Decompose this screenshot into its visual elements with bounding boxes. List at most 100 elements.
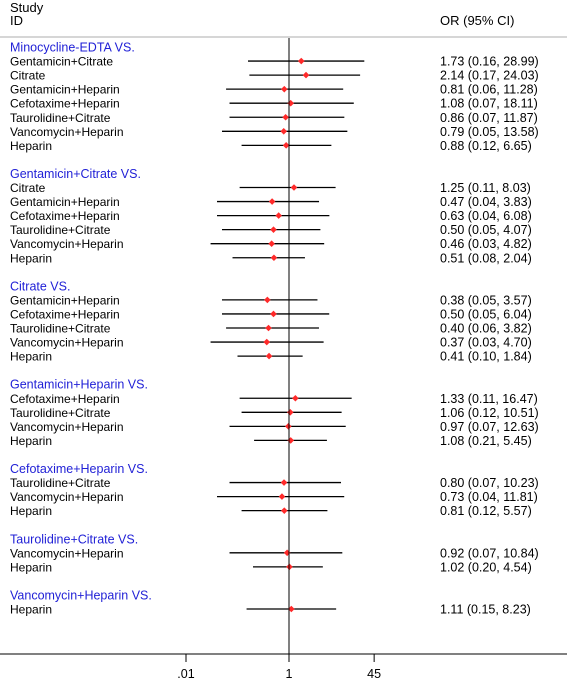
or-ci-value: 0.50 (0.05, 4.07) — [440, 223, 532, 237]
or-ci-value: 1.02 (0.20, 4.54) — [440, 560, 532, 574]
point-estimate-marker — [287, 437, 295, 444]
study-row: Heparin 0.51 (0.08, 2.04) — [10, 251, 532, 265]
study-row: Gentamicin+Heparin 0.38 (0.05, 3.57) — [10, 293, 532, 307]
point-estimate-marker — [265, 324, 272, 332]
or-ci-value: 0.79 (0.05, 13.58) — [440, 125, 539, 139]
study-label: Vancomycin+Heparin — [10, 125, 124, 139]
study-row: Taurolidine+Citrate 1.06 (0.12, 10.51) — [10, 406, 539, 420]
or-ci-value: 0.41 (0.10, 1.84) — [440, 350, 532, 364]
group-label: Citrate VS. — [10, 279, 70, 293]
or-ci-value: 0.97 (0.07, 12.63) — [440, 420, 539, 434]
group-label: Taurolidine+Citrate VS. — [10, 532, 138, 546]
or-ci-value: 0.86 (0.07, 11.87) — [440, 111, 538, 125]
study-row: Taurolidine+Citrate 0.50 (0.05, 4.07) — [10, 223, 532, 237]
or-ci-value: 0.73 (0.04, 11.81) — [440, 490, 538, 504]
point-estimate-marker — [268, 240, 275, 247]
study-label: Gentamicin+Heparin — [10, 195, 120, 209]
study-label: Heparin — [10, 504, 52, 518]
or-ci-value: 1.08 (0.07, 18.11) — [440, 97, 538, 111]
point-estimate-marker — [278, 493, 286, 500]
point-estimate-marker — [263, 338, 271, 346]
or-ci-value: 0.51 (0.08, 2.04) — [440, 251, 532, 265]
study-label: Taurolidine+Citrate — [10, 406, 111, 420]
group-label: Minocycline-EDTA VS. — [10, 41, 135, 55]
x-axis: .01 1 45 — [0, 38, 567, 680]
point-estimate-marker — [282, 142, 290, 149]
point-estimate-marker — [280, 85, 288, 93]
study-label: Cefotaxime+Heparin — [10, 209, 120, 223]
study-label: Cefotaxime+Heparin — [10, 392, 120, 406]
point-estimate-marker — [270, 254, 278, 262]
study-label: Citrate — [10, 181, 46, 195]
or-ci-value: 0.38 (0.05, 3.57) — [440, 293, 532, 307]
comparison-group: Gentamicin+Heparin VS.Cefotaxime+Heparin… — [10, 378, 539, 448]
study-row: Vancomycin+Heparin 0.73 (0.04, 11.81) — [10, 490, 538, 504]
point-estimate-marker — [287, 99, 295, 107]
study-label: Citrate — [10, 69, 46, 83]
or-ci-value: 0.50 (0.05, 6.04) — [440, 307, 532, 321]
study-label: Heparin — [10, 251, 52, 265]
or-ci-value: 0.46 (0.03, 4.82) — [440, 237, 532, 251]
study-row: Heparin 0.41 (0.10, 1.84) — [10, 350, 532, 364]
study-row: Vancomycin+Heparin 0.37 (0.03, 4.70) — [10, 336, 532, 350]
point-estimate-marker — [292, 394, 299, 402]
or-ci-value: 1.08 (0.21, 5.45) — [440, 434, 532, 448]
study-row: Gentamicin+Heparin 0.47 (0.04, 3.83) — [10, 195, 532, 209]
x-tick-label: 1 — [286, 667, 293, 680]
point-estimate-marker — [268, 198, 276, 205]
study-label: Gentamicin+Citrate — [10, 55, 113, 69]
study-label: Vancomycin+Heparin — [10, 336, 124, 350]
comparison-group: Vancomycin+Heparin VS.Heparin 1.11 (0.15,… — [10, 588, 531, 616]
point-estimate-marker — [297, 57, 305, 65]
forest-rows: Minocycline-EDTA VS.Gentamicin+Citrate 1.… — [10, 41, 539, 617]
study-label: Heparin — [10, 603, 52, 617]
table-header: Study ID OR (95% CI) — [10, 0, 514, 28]
study-label: Vancomycin+Heparin — [10, 490, 124, 504]
point-estimate-marker — [280, 128, 288, 135]
point-estimate-marker — [264, 296, 271, 304]
or-ci-value: 2.14 (0.17, 24.03) — [440, 69, 539, 83]
point-estimate-marker — [282, 113, 289, 121]
study-label: Taurolidine+Citrate — [10, 223, 111, 237]
or-ci-value: 1.33 (0.11, 16.47) — [440, 392, 538, 406]
or-ci-value: 0.47 (0.04, 3.83) — [440, 195, 532, 209]
study-row: Cefotaxime+Heparin 1.33 (0.11, 16.47) — [10, 392, 538, 406]
study-label: Heparin — [10, 434, 52, 448]
point-estimate-marker — [280, 507, 288, 514]
study-row: Cefotaxime+Heparin 0.50 (0.05, 6.04) — [10, 307, 532, 321]
point-estimate-marker — [270, 226, 277, 233]
or-ci-value: 0.63 (0.04, 6.08) — [440, 209, 532, 223]
header-effect: OR (95% CI) — [440, 13, 514, 28]
point-estimate-marker — [285, 423, 292, 430]
or-ci-value: 1.25 (0.11, 8.03) — [440, 181, 531, 195]
study-row: Heparin 0.81 (0.12, 5.57) — [10, 504, 532, 518]
or-ci-value: 0.40 (0.06, 3.82) — [440, 322, 532, 336]
x-tick-label: 45 — [367, 667, 381, 680]
study-label: Vancomycin+Heparin — [10, 420, 124, 434]
study-row: Vancomycin+Heparin 0.92 (0.07, 10.84) — [10, 546, 539, 560]
study-row: Heparin 0.88 (0.12, 6.65) — [10, 139, 532, 153]
study-row: Citrate 1.25 (0.11, 8.03) — [10, 181, 531, 195]
study-label: Taurolidine+Citrate — [10, 322, 111, 336]
study-row: Gentamicin+Citrate 1.73 (0.16, 28.99) — [10, 55, 539, 69]
study-label: Heparin — [10, 139, 52, 153]
comparison-group: Cefotaxime+Heparin VS.Taurolidine+Citrat… — [10, 462, 539, 518]
point-estimate-marker — [265, 352, 273, 360]
study-row: Cefotaxime+Heparin 0.63 (0.04, 6.08) — [10, 209, 532, 223]
study-label: Cefotaxime+Heparin — [10, 307, 120, 321]
or-ci-value: 1.06 (0.12, 10.51) — [440, 406, 539, 420]
comparison-group: Gentamicin+Citrate VS.Citrate 1.25 (0.11,… — [10, 167, 532, 265]
study-row: Cefotaxime+Heparin 1.08 (0.07, 18.11) — [10, 97, 538, 111]
comparison-group: Minocycline-EDTA VS.Gentamicin+Citrate 1.… — [10, 41, 539, 153]
study-label: Taurolidine+Citrate — [10, 111, 111, 125]
or-ci-value: 0.37 (0.03, 4.70) — [440, 336, 532, 350]
point-estimate-marker — [287, 409, 294, 416]
point-estimate-marker — [280, 479, 288, 486]
header-id: ID — [10, 13, 23, 28]
study-row: Heparin 1.11 (0.15, 8.23) — [10, 603, 531, 617]
point-estimate-marker — [275, 212, 282, 219]
group-label: Cefotaxime+Heparin VS. — [10, 462, 148, 476]
or-ci-value: 1.11 (0.15, 8.23) — [440, 603, 531, 617]
study-row: Taurolidine+Citrate 0.86 (0.07, 11.87) — [10, 111, 538, 125]
study-row: Taurolidine+Citrate 0.80 (0.07, 10.23) — [10, 476, 539, 490]
